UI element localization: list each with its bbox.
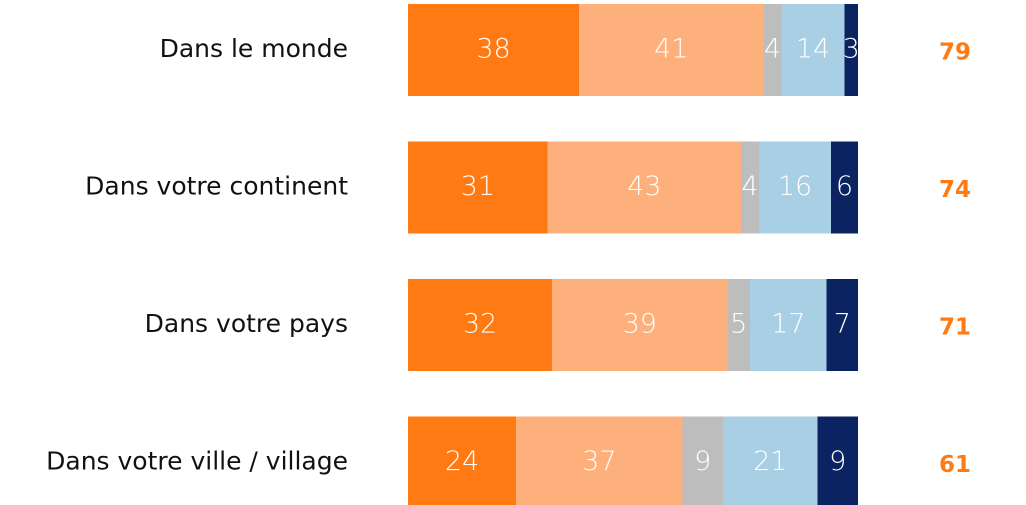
bar-segment [579, 4, 764, 96]
value-label: 7 [834, 309, 851, 340]
value-label: 31 [461, 171, 495, 202]
value-label: 14 [796, 34, 830, 65]
value-label: 16 [778, 171, 812, 202]
bar-segment [408, 279, 552, 371]
value-label: 6 [836, 171, 853, 202]
bar-segment [741, 141, 759, 234]
bar-segment [408, 4, 579, 96]
value-label: 38 [476, 34, 510, 65]
value-label: 39 [623, 309, 657, 340]
total-label: 79 [939, 40, 971, 66]
value-label: 3 [843, 34, 860, 65]
bar-segment [727, 279, 750, 371]
value-label: 21 [753, 446, 787, 477]
value-label: 9 [694, 446, 711, 477]
bar-segment [408, 141, 548, 234]
total-label: 74 [939, 177, 971, 203]
bar-segment [817, 416, 858, 505]
bar-segment [844, 4, 858, 96]
bar-segment [831, 141, 858, 234]
value-label: 17 [771, 309, 805, 340]
bar-segment [552, 279, 728, 371]
total-label: 71 [939, 315, 971, 341]
bar-segment [826, 279, 858, 371]
value-label: 4 [764, 34, 781, 65]
bar-segment [723, 416, 818, 505]
category-label: Dans votre ville / village [46, 447, 348, 476]
value-label: 9 [829, 446, 846, 477]
bar-segment [682, 416, 723, 505]
category-label: Dans le monde [160, 34, 348, 63]
value-label: 43 [627, 171, 661, 202]
bar-segment [408, 416, 516, 505]
value-label: 5 [730, 309, 747, 340]
category-label: Dans votre pays [145, 309, 348, 338]
value-label: 4 [741, 171, 758, 202]
value-label: 37 [582, 446, 616, 477]
bar-segment [750, 279, 827, 371]
value-label: 24 [445, 446, 479, 477]
total-label: 61 [939, 452, 971, 478]
value-label: 32 [463, 309, 497, 340]
value-label: 41 [654, 34, 688, 65]
bar-segment [763, 4, 782, 96]
bar-segment [516, 416, 683, 505]
category-label: Dans votre continent [85, 172, 348, 201]
bar-segment [759, 141, 831, 234]
bar-segment [547, 141, 741, 234]
bar-segment [781, 4, 845, 96]
